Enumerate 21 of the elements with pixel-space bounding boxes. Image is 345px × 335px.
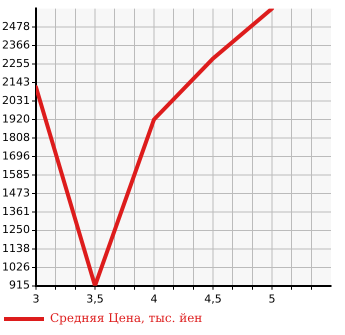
y-tick-label: 1250 — [2, 223, 30, 236]
legend-label: Средняя Цена, тыс. йен — [50, 311, 202, 326]
y-tick-label: 1808 — [2, 130, 30, 144]
y-tick-label: 1473 — [2, 186, 30, 200]
y-tick-label: 1696 — [2, 149, 30, 162]
y-tick-label: 2366 — [2, 38, 30, 52]
x-tick-label: 4 — [150, 292, 158, 306]
y-tick-label: 1920 — [2, 112, 30, 126]
y-tick-label: 2478 — [2, 20, 30, 33]
x-tick-label: 3 — [32, 292, 40, 306]
y-tick-label: 2255 — [2, 56, 30, 70]
y-tick-label: 1138 — [2, 242, 30, 255]
x-tick-label: 5 — [268, 292, 276, 306]
y-tick-label: 2031 — [2, 94, 30, 107]
y-tick-label: 2143 — [2, 75, 30, 88]
y-tick-label: 1361 — [2, 204, 30, 218]
x-tick-label: 3,5 — [86, 292, 104, 306]
y-tick-label: 915 — [8, 278, 30, 292]
y-tick-label: 1026 — [2, 260, 30, 274]
x-tick-label: 4,5 — [204, 292, 222, 306]
y-tick-label: 1585 — [2, 168, 30, 181]
